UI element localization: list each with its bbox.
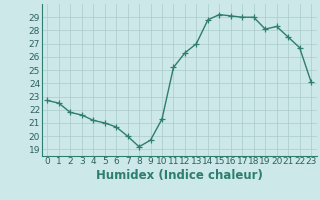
X-axis label: Humidex (Indice chaleur): Humidex (Indice chaleur) xyxy=(96,169,263,182)
